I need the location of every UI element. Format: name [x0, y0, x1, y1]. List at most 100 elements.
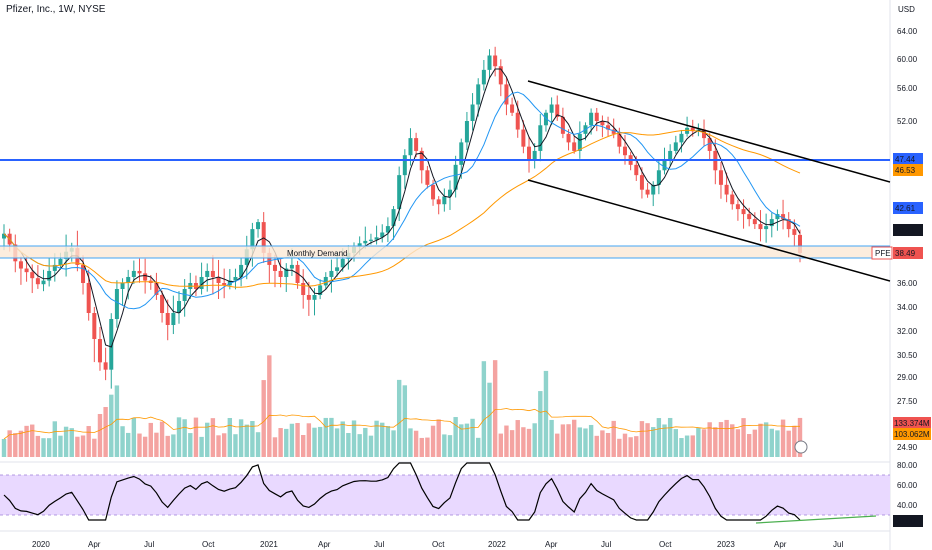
candle-body	[2, 233, 6, 239]
volume-bar	[639, 421, 645, 457]
volume-bar	[221, 433, 227, 457]
volume-bar	[605, 432, 611, 457]
candle-body	[272, 264, 277, 271]
volume-bar	[543, 370, 549, 457]
volume-bar	[532, 423, 537, 457]
candle-body	[498, 66, 503, 85]
volume-bar	[24, 425, 29, 457]
candle-body	[453, 164, 458, 190]
volume-bar	[634, 436, 639, 457]
candle-body	[137, 270, 142, 274]
price-badge-label: 40.41	[895, 226, 916, 235]
volume-bar	[402, 385, 408, 457]
volume-bar	[656, 418, 662, 457]
volume-bar	[18, 430, 24, 457]
volume-bar	[752, 429, 758, 457]
volume-bar	[120, 426, 125, 457]
channel-lower-line	[527, 179, 891, 282]
volume-bar	[131, 417, 137, 457]
volume-bar	[679, 438, 684, 457]
volume-bar	[267, 355, 272, 457]
volume-bar	[730, 424, 735, 457]
volume-bar	[289, 423, 295, 457]
price-tick-label: 29.00	[897, 373, 918, 382]
candle-body	[493, 55, 498, 67]
price-tick-label: 34.00	[897, 303, 918, 312]
price-badge-label: 42.61	[895, 204, 916, 213]
candle-body	[560, 116, 565, 134]
volume-bar	[233, 434, 238, 457]
candle-body	[363, 240, 368, 244]
volume-bar	[583, 428, 588, 457]
candle-body	[289, 264, 294, 269]
volume-badge-label: 133.374M	[894, 419, 930, 428]
price-badge-label: 46.53	[895, 166, 916, 175]
volume-bar	[97, 413, 103, 457]
volume-bar	[238, 419, 244, 457]
candle-body	[792, 229, 797, 235]
candle-body	[131, 270, 136, 277]
candle-body	[685, 127, 690, 134]
candle-body	[357, 243, 362, 247]
candle-body	[566, 133, 571, 143]
volume-bar	[193, 417, 199, 457]
candle-body	[239, 264, 244, 277]
candle-body	[81, 264, 86, 283]
volume-bar	[216, 435, 221, 457]
candle-body	[222, 283, 227, 286]
volume-bar	[690, 435, 695, 457]
candle-body	[645, 189, 650, 195]
candle-body	[165, 313, 170, 325]
candle-body	[487, 55, 492, 70]
volume-bar	[741, 418, 746, 457]
volume-bar	[323, 417, 328, 457]
ma-mid-line	[3, 91, 801, 310]
candle-body	[634, 164, 639, 176]
currency-label: USD	[898, 5, 915, 14]
volume-bar	[312, 427, 317, 457]
candle-body	[538, 125, 543, 151]
candle-body	[103, 362, 108, 370]
candle-body	[464, 121, 469, 143]
channel-upper-line	[527, 80, 891, 183]
volume-bar	[58, 435, 63, 457]
volume-bar	[425, 437, 430, 457]
volume-bar	[509, 430, 515, 457]
volume-bar	[92, 438, 97, 457]
candle-body	[476, 84, 481, 105]
volume-badge-label: 103.062M	[894, 430, 930, 439]
volume-bar	[775, 430, 780, 457]
volume-bar	[41, 438, 46, 457]
volume-bar	[261, 380, 266, 457]
volume-bar	[69, 428, 74, 457]
candle-body	[301, 283, 306, 295]
lightning-icon[interactable]	[794, 440, 808, 454]
x-axis-label: Jul	[601, 540, 611, 549]
symbol-tag	[871, 246, 893, 260]
x-axis-label: Jul	[144, 540, 154, 549]
ma-fast-line	[3, 68, 801, 348]
candle-body	[92, 313, 97, 339]
candle-body	[707, 138, 712, 151]
volume-bar	[476, 437, 481, 457]
candle-body	[171, 313, 176, 325]
volume-bar	[538, 391, 543, 457]
x-axis-label: Jul	[374, 540, 384, 549]
candle-body	[126, 276, 131, 283]
candle-body	[622, 146, 627, 156]
volume-bar	[86, 426, 91, 457]
chart-title: Pfizer, Inc., 1W, NYSE	[6, 4, 106, 15]
candle-body	[510, 104, 515, 113]
rsi-band	[0, 475, 890, 515]
x-axis-label: Apr	[88, 540, 101, 549]
candle-body	[673, 142, 678, 151]
volume-bar	[301, 435, 306, 457]
volume-bar	[797, 417, 803, 457]
volume-bar	[165, 435, 170, 457]
candle-body	[532, 150, 537, 160]
price-tick-label: 52.00	[897, 117, 918, 126]
volume-bar	[52, 421, 58, 457]
candle-body	[470, 104, 475, 121]
rsi-badge	[893, 515, 923, 527]
